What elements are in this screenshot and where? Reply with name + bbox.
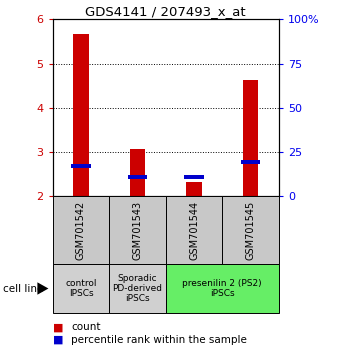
Bar (53, 264, 109, 313)
Title: GDS4141 / 207493_x_at: GDS4141 / 207493_x_at (85, 5, 246, 18)
Bar (53, 196, 109, 264)
Text: ■: ■ (53, 335, 63, 345)
Bar (222, 196, 279, 264)
Text: cell line: cell line (3, 284, 44, 293)
Text: control
IPSCs: control IPSCs (65, 279, 97, 298)
Bar (109, 264, 166, 313)
Bar (243, 80, 258, 196)
Text: Sporadic
PD-derived
iPSCs: Sporadic PD-derived iPSCs (113, 274, 163, 303)
Text: ■: ■ (53, 322, 63, 332)
Bar (166, 196, 222, 264)
Text: percentile rank within the sample: percentile rank within the sample (71, 335, 247, 345)
Bar (184, 176, 204, 179)
Bar (186, 182, 202, 196)
Bar (166, 264, 279, 313)
Text: GSM701545: GSM701545 (245, 200, 256, 260)
Text: GSM701542: GSM701542 (76, 200, 86, 260)
Bar (130, 149, 146, 196)
Bar (73, 34, 89, 196)
Text: GSM701543: GSM701543 (133, 200, 142, 260)
Bar (128, 175, 147, 178)
Text: GSM701544: GSM701544 (189, 200, 199, 260)
Text: presenilin 2 (PS2)
iPSCs: presenilin 2 (PS2) iPSCs (183, 279, 262, 298)
Bar (71, 164, 90, 169)
Polygon shape (37, 282, 49, 295)
Bar (109, 196, 166, 264)
Text: count: count (71, 322, 101, 332)
Bar (241, 160, 260, 164)
